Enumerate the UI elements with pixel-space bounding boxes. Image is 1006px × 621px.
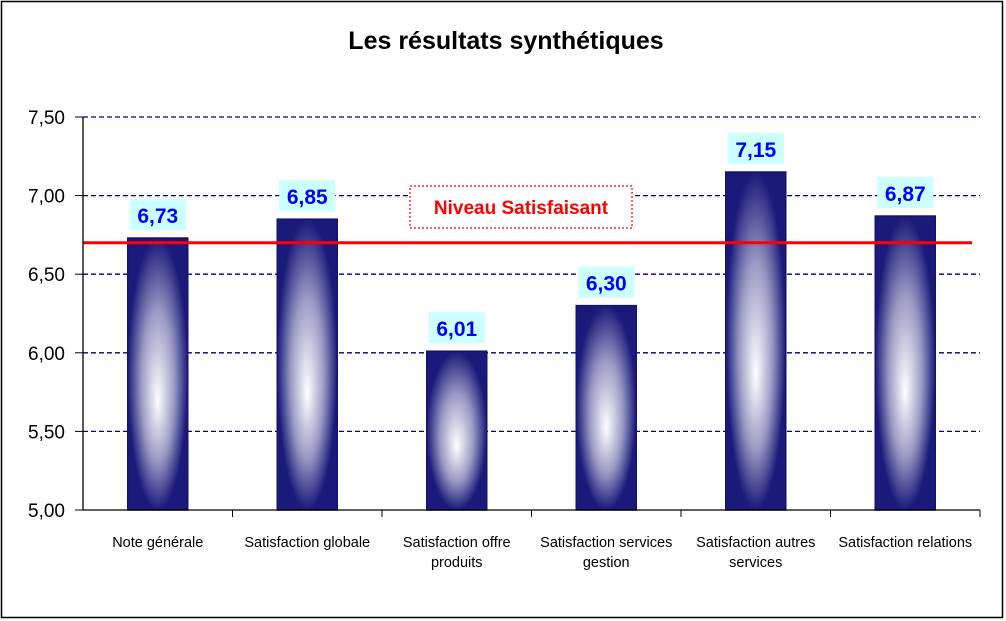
x-tick-label: Satisfaction relations (838, 535, 972, 551)
x-tick-label: Satisfaction services (540, 535, 672, 551)
bar (127, 237, 189, 511)
x-tick-label: Note générale (112, 535, 203, 551)
data-label: 7,15 (735, 139, 776, 162)
bar (874, 215, 936, 511)
bar (725, 171, 787, 511)
bar (276, 218, 338, 511)
y-tick-label: 5,50 (28, 422, 65, 443)
data-label: 6,85 (287, 186, 328, 209)
data-label-bg (428, 312, 485, 344)
chart-title: Les résultats synthétiques (348, 27, 663, 55)
x-tick-label: Satisfaction globale (244, 535, 370, 551)
bar (575, 304, 637, 511)
y-tick-label: 6,50 (28, 265, 65, 286)
x-tick-label: services (729, 555, 782, 571)
x-tick-label: gestion (583, 555, 630, 571)
y-tick-label: 7,00 (28, 187, 65, 208)
data-label-bg (877, 177, 934, 209)
y-tick-label: 7,50 (28, 108, 65, 129)
reference-label: Niveau Satisfaisant (434, 198, 609, 219)
x-tick-label: Satisfaction offre (403, 535, 511, 551)
x-tick-label: produits (431, 555, 483, 571)
data-label: 6,87 (885, 183, 926, 206)
x-tick-label: Satisfaction autres (696, 535, 815, 551)
data-label: 6,30 (586, 273, 627, 296)
y-tick-label: 5,00 (28, 501, 65, 522)
data-label-bg (727, 133, 784, 165)
data-label: 6,73 (137, 205, 178, 228)
data-label: 6,01 (436, 318, 477, 341)
data-label-bg (279, 180, 336, 212)
y-tick-label: 6,00 (28, 344, 65, 365)
reference-label-box (409, 185, 633, 229)
data-label-bg (578, 266, 635, 298)
bar (426, 350, 488, 511)
data-label-bg (129, 199, 186, 231)
